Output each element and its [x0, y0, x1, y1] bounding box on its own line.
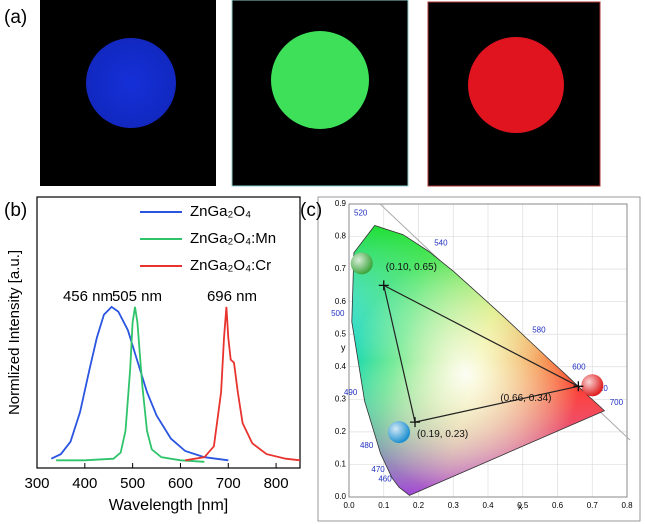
- ball-shine: [350, 252, 373, 275]
- wavelength-label: 540: [434, 239, 448, 248]
- peak-label: 696 nm: [207, 288, 257, 305]
- x-tick-label: 400: [72, 475, 97, 492]
- wavelength-label: 460: [378, 474, 392, 483]
- x-tick-label: 0.3: [448, 501, 460, 510]
- x-tick-label: 0.6: [552, 501, 564, 510]
- y-tick-label: 0.9: [335, 199, 347, 208]
- ball-shine: [581, 374, 604, 397]
- legend-label: ZnGa₂O₄: [190, 203, 251, 220]
- y-tick-label: 0.2: [335, 427, 347, 436]
- point-marker: [410, 417, 421, 428]
- wavelength-label: 700: [610, 398, 624, 407]
- cie-panel: (c) 0.0 0.1 0.2 0.3 0.4 0.5 0.6 0.7 0.8 0.0 0.1 0.2 0…: [300, 196, 641, 522]
- spectra-panel: (b) 300 400 500 600 700 800 Wavelength [nm] Norm…: [4, 196, 301, 514]
- point-label: (0.19, 0.23): [417, 429, 468, 440]
- x-tick-label: 0.0: [343, 501, 355, 510]
- wavelength-label: 490: [344, 388, 358, 397]
- legend-label: ZnGa₂O₄:Mn: [190, 230, 276, 247]
- y-tick-label: 0.3: [335, 394, 347, 403]
- legend-label: ZnGa₂O₄:Cr: [190, 257, 271, 274]
- wavelength-label: 600: [572, 363, 586, 372]
- y-tick-label: 0.7: [335, 264, 347, 273]
- wavelength-label: 500: [331, 309, 345, 318]
- x-tick-label: 600: [168, 475, 193, 492]
- point-label: (0.10, 0.65): [386, 262, 437, 273]
- x-axis-label: Wavelength [nm]: [109, 497, 228, 514]
- y-tick-label: 0.8: [335, 232, 347, 241]
- x-tick-label: 0.7: [587, 501, 599, 510]
- x-tick-label: 700: [216, 475, 241, 492]
- gamut-triangle: [382, 284, 581, 423]
- point-marker: [378, 280, 389, 291]
- x-tick-label: 500: [120, 475, 145, 492]
- wavelength-label: 470: [371, 465, 385, 474]
- y-tick-label: 0.6: [335, 297, 347, 306]
- red-spot: [468, 37, 564, 133]
- peak-label: 505 nm: [112, 288, 162, 305]
- plot-frame: [36, 196, 301, 469]
- y-tick-label: 0.4: [335, 362, 347, 371]
- point-label: (0.66, 0.34): [500, 393, 551, 404]
- x-tick-label: 0.4: [482, 501, 494, 510]
- plot-frame: [348, 203, 628, 498]
- spectrum-line: [56, 306, 205, 463]
- x-tick-label: 800: [264, 475, 289, 492]
- peak-label: 456 nm: [63, 288, 113, 305]
- x-tick-label: 0.5: [517, 501, 529, 510]
- x-axis-label: x: [518, 501, 523, 511]
- blue-spot: [86, 38, 176, 128]
- ball-shine: [388, 421, 411, 444]
- x-tick-label: 0.8: [621, 501, 633, 510]
- y-axis-label: Normlized Intensity [a.u.]: [6, 250, 23, 415]
- wavelength-label: 480: [360, 441, 374, 450]
- y-tick-label: 0.5: [335, 329, 347, 338]
- x-tick-label: 300: [24, 475, 49, 492]
- x-tick-label: 0.1: [378, 501, 390, 510]
- x-tick-label: 0.2: [413, 501, 425, 510]
- panel-label: (c): [300, 200, 322, 221]
- panel-label: (b): [4, 200, 27, 221]
- spectrum-line: [50, 305, 229, 462]
- y-tick-label: 0.1: [335, 460, 347, 469]
- y-tick-label: 0.0: [335, 492, 347, 501]
- green-spot: [271, 31, 369, 129]
- point-marker: [573, 381, 584, 392]
- wavelength-label: 520: [354, 209, 368, 218]
- panel-label: (a): [4, 7, 27, 28]
- spectrum-line: [185, 306, 301, 462]
- y-axis-label: y: [341, 342, 346, 352]
- wavelength-label: 580: [532, 326, 546, 335]
